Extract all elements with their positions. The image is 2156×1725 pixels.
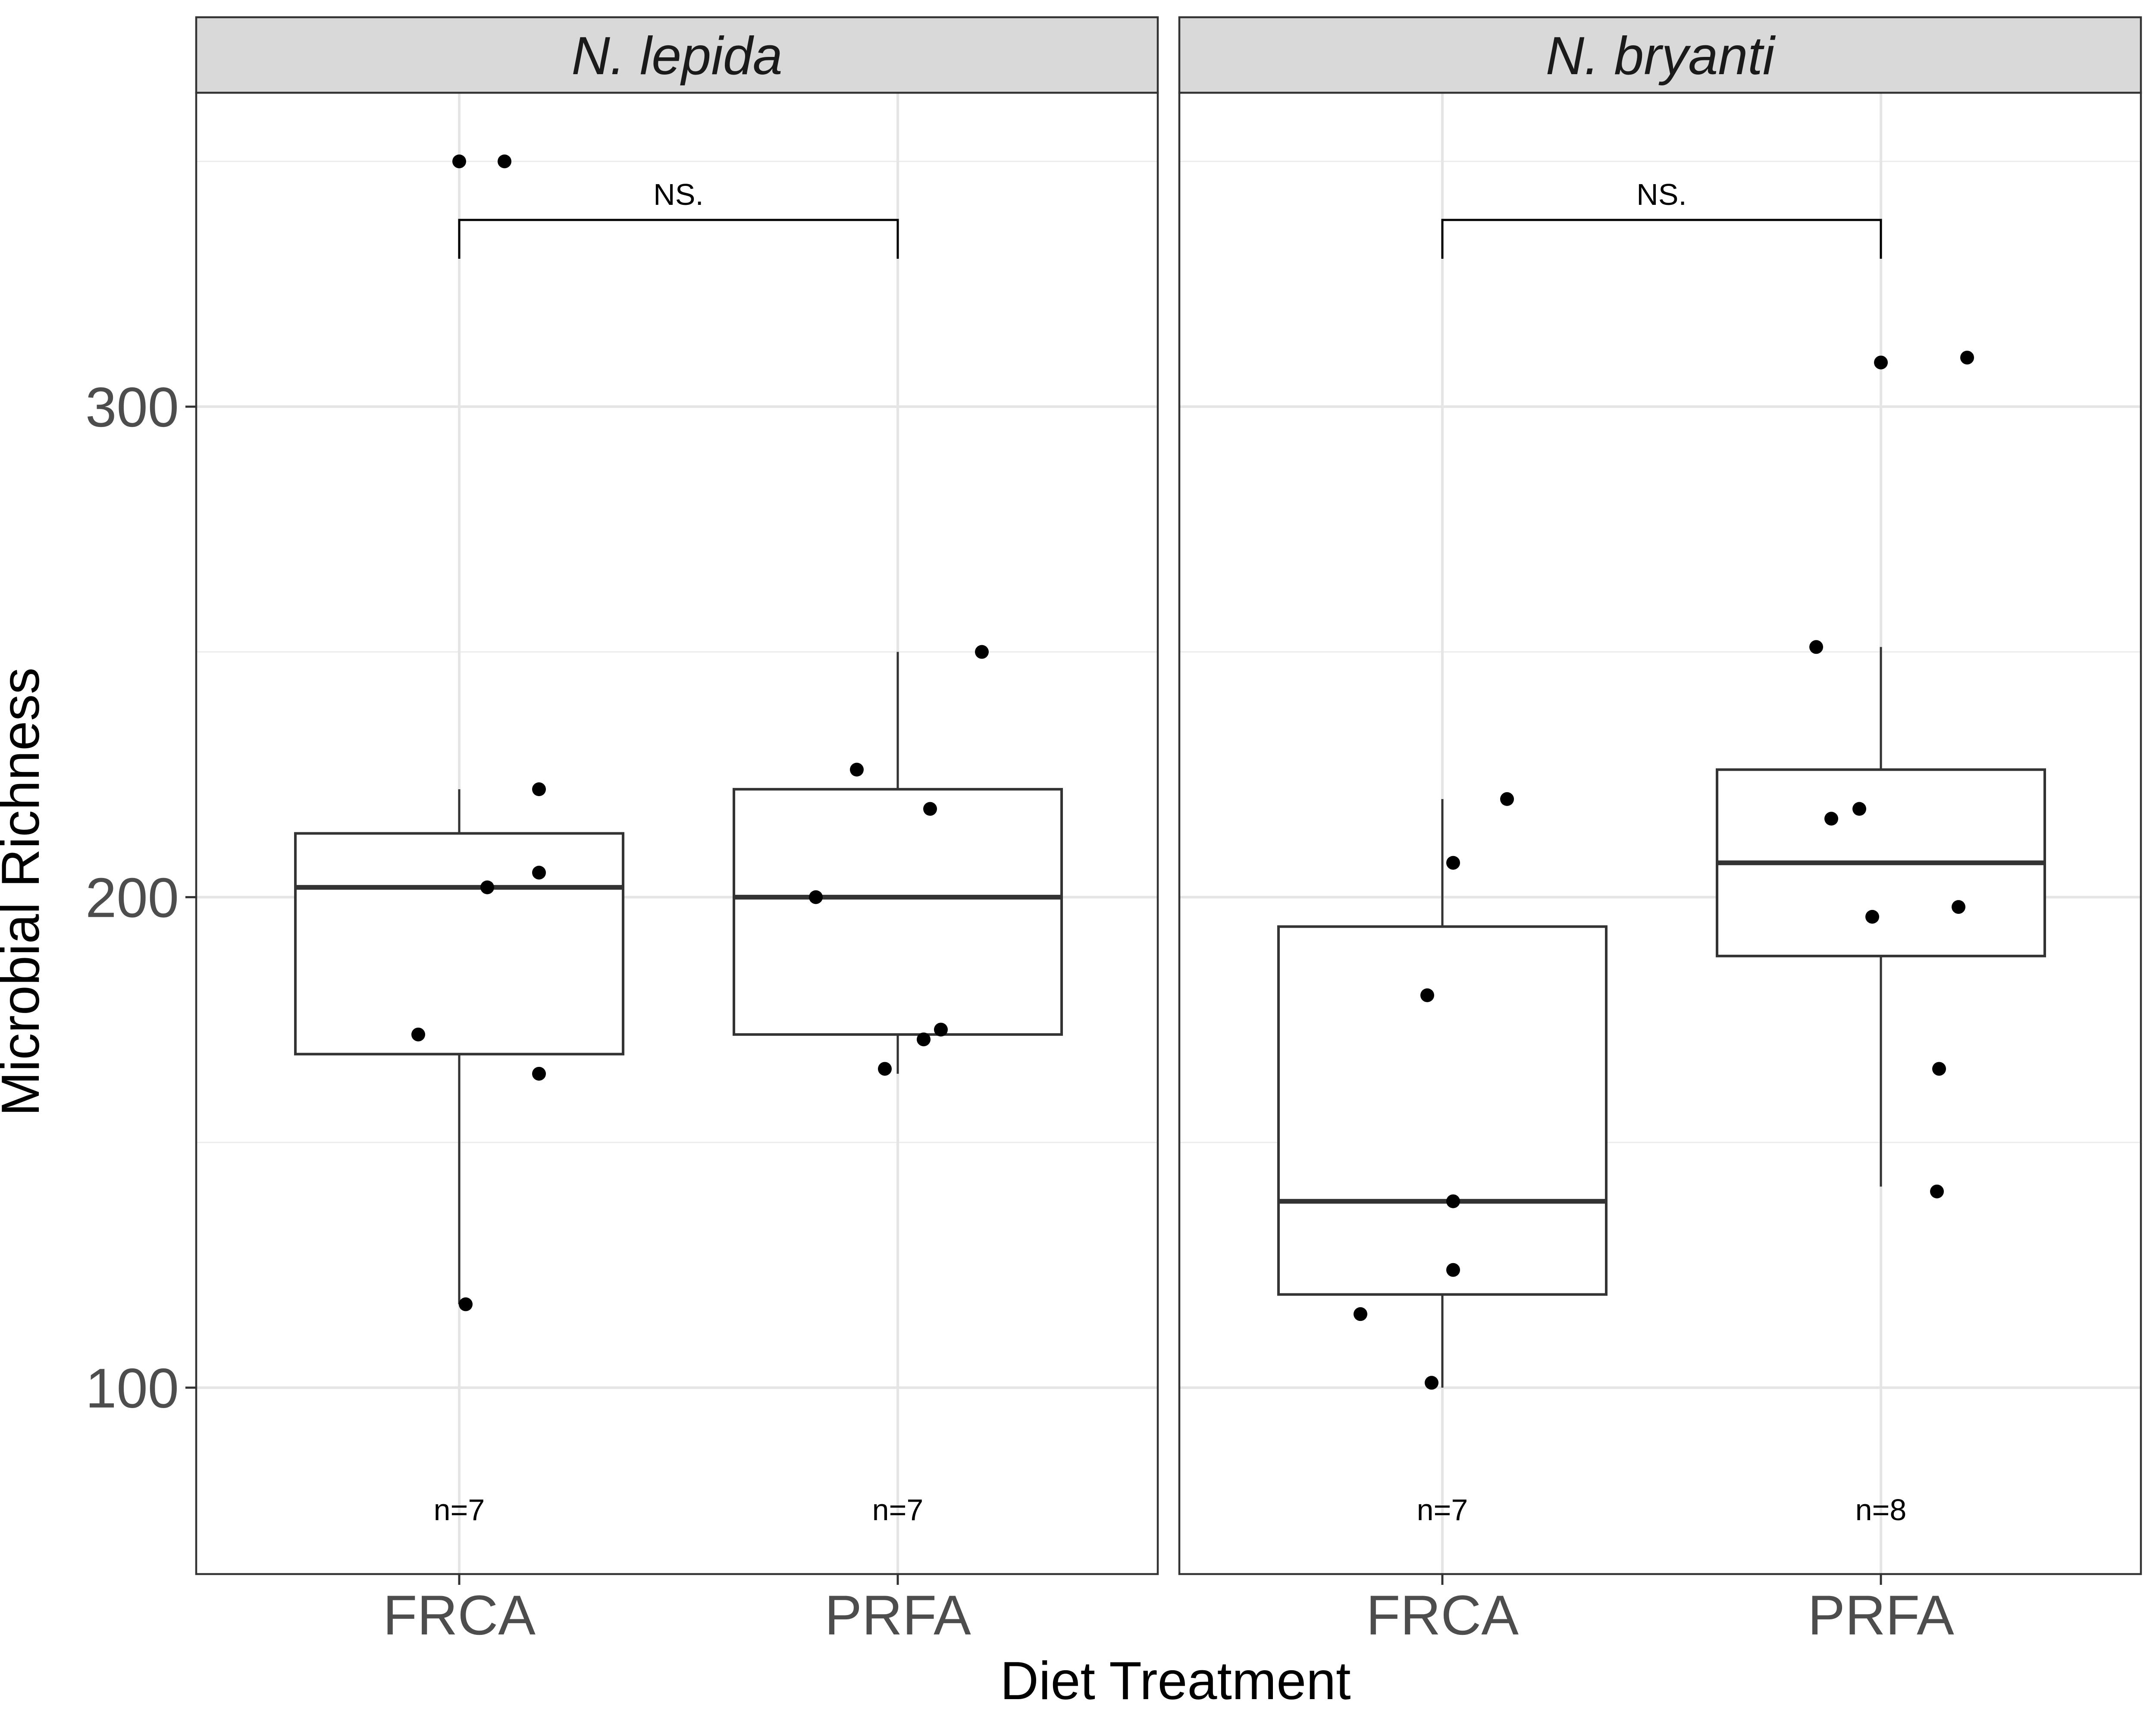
box-prfa: [733, 788, 1063, 1036]
box-frca: [294, 832, 624, 1056]
x-tick-label: FRCA: [1366, 1584, 1519, 1647]
data-point: [1446, 1194, 1460, 1208]
n-label: n=8: [1855, 1493, 1907, 1527]
y-axis-title: Microbial Richness: [0, 668, 50, 1117]
n-label: n=7: [1417, 1493, 1468, 1527]
data-point: [850, 762, 864, 777]
data-point: [1425, 1376, 1438, 1390]
y-tick-label: 300: [85, 376, 179, 439]
data-point: [1420, 988, 1434, 1002]
data-point: [1874, 355, 1888, 370]
data-point: [1952, 900, 1965, 914]
box-frca: [1277, 925, 1608, 1296]
data-point: [975, 645, 989, 659]
y-axis: 100 200 300: [85, 376, 196, 1420]
data-point: [532, 782, 546, 797]
x-axis-title: Diet Treatment: [1000, 1651, 1351, 1711]
panel-title: N. lepida: [571, 26, 782, 86]
data-point: [1852, 802, 1866, 816]
data-point: [923, 802, 937, 816]
strip-background: [1178, 16, 2142, 94]
data-point: [498, 154, 511, 169]
x-tick-label: PRFA: [824, 1584, 971, 1647]
n-label: n=7: [872, 1493, 924, 1527]
data-point: [1500, 792, 1514, 806]
data-point: [878, 1062, 892, 1076]
x-tick-label: FRCA: [383, 1584, 536, 1647]
data-point: [1960, 351, 1974, 365]
n-label: n=7: [434, 1493, 485, 1527]
significance-bracket: [1441, 219, 1882, 259]
data-point: [411, 1027, 425, 1041]
data-point: [1865, 910, 1879, 924]
significance-bracket: [458, 219, 899, 259]
panel-2: n=7 n=8 NS. N. bryanti FRCA PRFA: [1178, 16, 2142, 1647]
data-point: [809, 890, 823, 904]
panel-1: n=7 n=7 NS. N. lepida FRCA PRFA: [195, 16, 1159, 1647]
data-point: [1354, 1307, 1367, 1321]
data-point: [480, 880, 494, 894]
strip-background: [195, 16, 1159, 94]
data-point: [459, 1297, 473, 1311]
significance-label: NS.: [1636, 178, 1687, 211]
significance-label: NS.: [653, 178, 704, 211]
data-point: [1446, 856, 1460, 870]
y-tick-label: 200: [85, 866, 179, 929]
x-tick-label: PRFA: [1808, 1584, 1954, 1647]
data-point: [1932, 1062, 1946, 1076]
panel-title: N. bryanti: [1546, 26, 1776, 86]
data-point: [532, 866, 546, 880]
y-tick-label: 100: [85, 1357, 179, 1420]
data-point: [1446, 1263, 1460, 1277]
panels: n=7 n=7 NS. N. lepida FRCA PRFA n=7 n=8 NS. N. br…: [195, 16, 2142, 1647]
data-point: [1824, 812, 1838, 826]
data-point: [934, 1022, 948, 1037]
data-point: [1930, 1184, 1944, 1198]
data-point: [452, 154, 466, 169]
data-point: [532, 1066, 546, 1081]
data-point: [1809, 640, 1823, 654]
data-point: [917, 1032, 931, 1047]
